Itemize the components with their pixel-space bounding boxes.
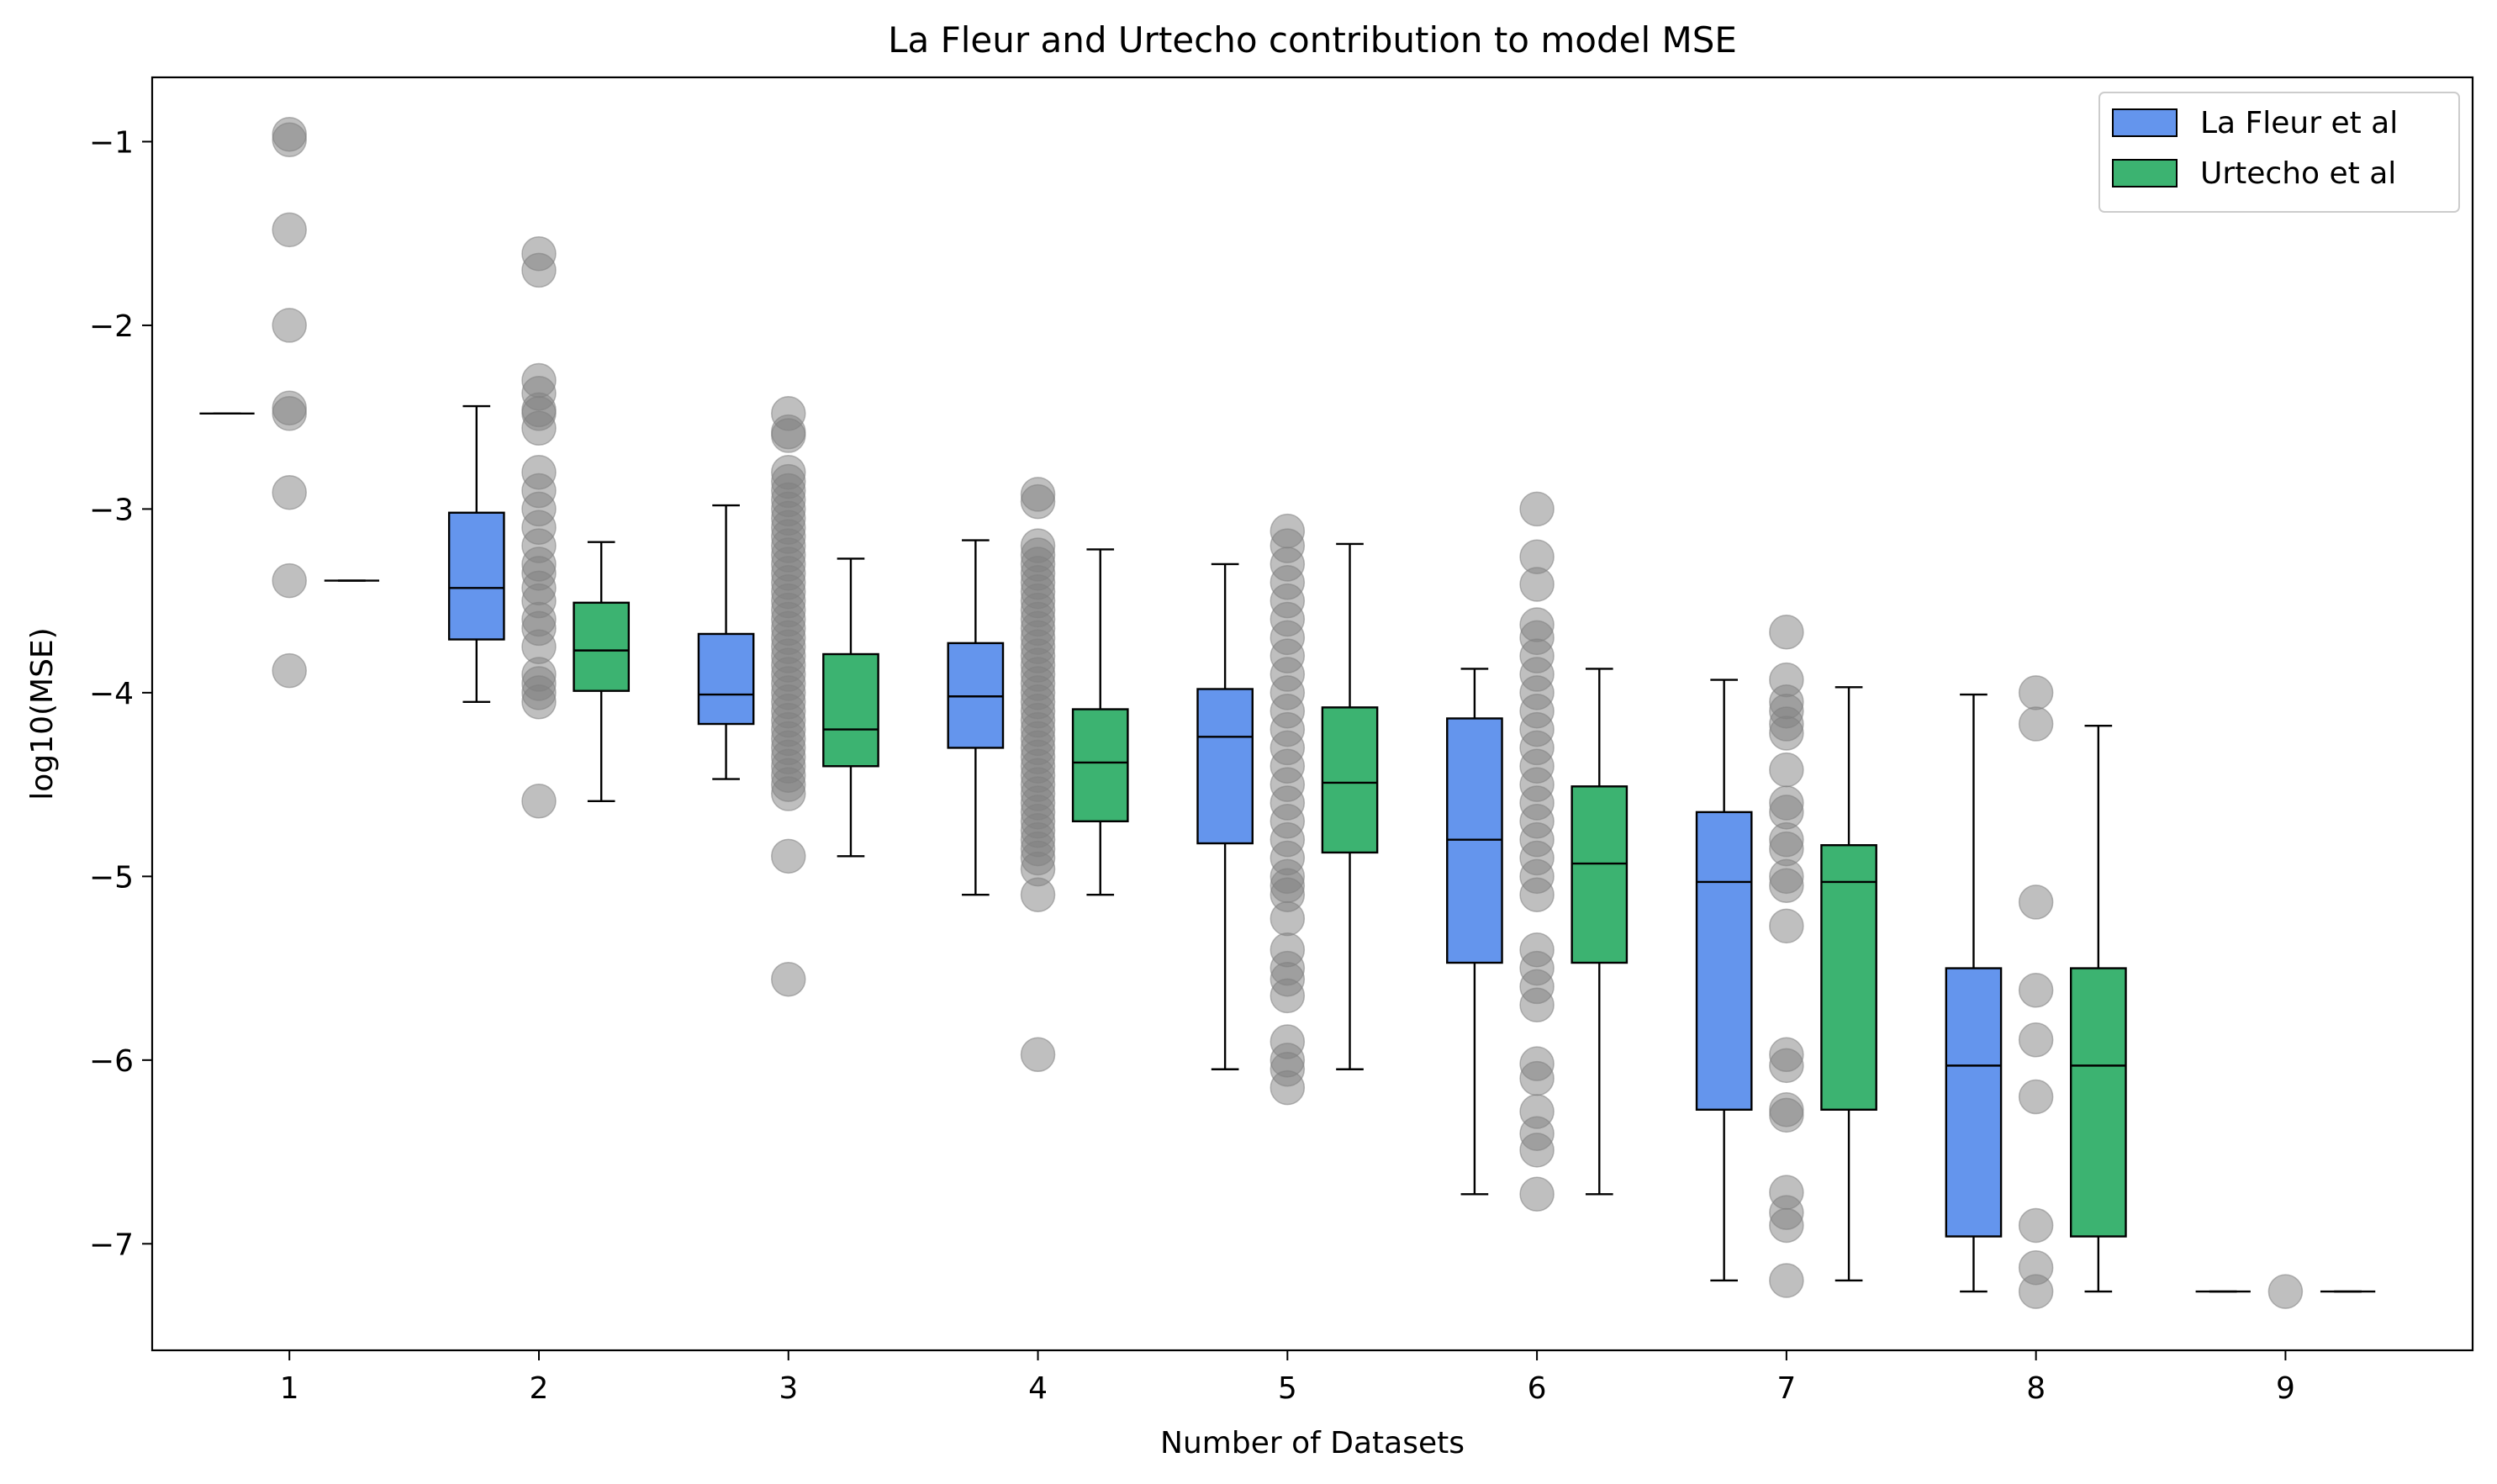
y-tick-label: −5 bbox=[89, 860, 134, 895]
series-la-fleur bbox=[199, 404, 2251, 1293]
data-point bbox=[521, 410, 557, 446]
chart-title: La Fleur and Urtecho contribution to mod… bbox=[888, 19, 1737, 61]
data-point bbox=[1769, 1097, 1804, 1133]
box bbox=[1071, 708, 1129, 823]
data-point bbox=[1769, 1207, 1804, 1244]
box bbox=[1695, 811, 1753, 1112]
data-point bbox=[771, 838, 806, 874]
data-point bbox=[1519, 1060, 1555, 1096]
data-point bbox=[1769, 752, 1804, 788]
data-point bbox=[1769, 615, 1804, 650]
box bbox=[573, 601, 631, 692]
x-tick-label: 7 bbox=[1776, 1371, 1796, 1406]
data-point bbox=[2018, 675, 2054, 710]
y-tick-label: −1 bbox=[89, 125, 134, 160]
y-tick-label: −6 bbox=[89, 1044, 134, 1079]
x-tick-label: 4 bbox=[1028, 1371, 1048, 1406]
data-point bbox=[1769, 716, 1804, 751]
data-point bbox=[1270, 978, 1306, 1014]
data-point bbox=[1519, 567, 1555, 602]
data-point bbox=[2018, 973, 2054, 1008]
box bbox=[822, 652, 879, 768]
data-point bbox=[1769, 1263, 1804, 1298]
data-point bbox=[1519, 1133, 1555, 1168]
data-point bbox=[2018, 885, 2054, 920]
data-point bbox=[1769, 1048, 1804, 1084]
legend-box bbox=[2098, 92, 2460, 213]
data-point bbox=[1020, 1037, 1056, 1073]
data-point bbox=[272, 562, 307, 599]
box bbox=[447, 511, 505, 641]
data-point bbox=[1270, 900, 1306, 937]
y-tick-label: −3 bbox=[89, 493, 134, 527]
data-point bbox=[2018, 1207, 2054, 1244]
box bbox=[697, 632, 755, 726]
legend-label: Urtecho et al bbox=[2200, 156, 2396, 191]
data-point bbox=[771, 776, 806, 811]
x-tick-label: 2 bbox=[530, 1371, 549, 1406]
box bbox=[1321, 706, 1379, 854]
data-point bbox=[771, 418, 806, 453]
axes: 1 2 3 4 5 6 7 8 9 −7 −6 −5 −4 −3 −2 −1 bbox=[89, 125, 2295, 1406]
plot-frame bbox=[150, 76, 2474, 1352]
box bbox=[2069, 967, 2127, 1238]
data-point bbox=[771, 961, 806, 997]
plot-area bbox=[199, 116, 2376, 1309]
data-point bbox=[521, 684, 557, 720]
data-point bbox=[1519, 987, 1555, 1023]
data-point bbox=[272, 122, 307, 158]
legend: La Fleur et al Urtecho et al bbox=[2098, 92, 2460, 213]
y-tick-label: −7 bbox=[89, 1228, 134, 1262]
x-axis-label: Number of Datasets bbox=[1160, 1426, 1465, 1460]
data-point bbox=[2018, 1022, 2054, 1058]
data-point bbox=[2267, 1274, 2304, 1309]
x-tick-label: 6 bbox=[1528, 1371, 1547, 1406]
data-point bbox=[272, 308, 307, 343]
data-point bbox=[1519, 1176, 1555, 1212]
data-point bbox=[1519, 877, 1555, 912]
legend-swatch bbox=[2112, 159, 2178, 187]
data-point bbox=[1020, 483, 1056, 520]
data-point bbox=[1270, 1069, 1306, 1106]
legend-swatch bbox=[2112, 108, 2178, 137]
x-tick-label: 8 bbox=[2026, 1371, 2046, 1406]
data-point bbox=[521, 784, 557, 819]
data-point bbox=[272, 474, 307, 510]
y-axis-label: log10(MSE) bbox=[25, 627, 60, 800]
data-point bbox=[1769, 868, 1804, 904]
data-point bbox=[2018, 1079, 2054, 1115]
data-point bbox=[272, 212, 307, 248]
data-point bbox=[1769, 908, 1804, 944]
data-point bbox=[272, 652, 307, 689]
y-tick-label: −2 bbox=[89, 309, 134, 344]
data-point bbox=[272, 396, 307, 431]
y-tick-label: −4 bbox=[89, 677, 134, 711]
data-point bbox=[521, 252, 557, 288]
data-point bbox=[1020, 877, 1056, 912]
x-tick-label: 9 bbox=[2276, 1371, 2295, 1406]
x-tick-label: 3 bbox=[779, 1371, 798, 1406]
box bbox=[1945, 967, 2003, 1238]
data-point bbox=[2018, 1274, 2054, 1309]
legend-label: La Fleur et al bbox=[2200, 106, 2398, 140]
data-point bbox=[1519, 491, 1555, 527]
data-point bbox=[2018, 706, 2054, 742]
x-tick-label: 5 bbox=[1278, 1371, 1297, 1406]
x-tick-label: 1 bbox=[280, 1371, 299, 1406]
series-urtecho bbox=[324, 541, 2376, 1293]
box bbox=[1196, 688, 1254, 845]
box bbox=[1820, 844, 1877, 1112]
box bbox=[1571, 785, 1629, 964]
scatter-points bbox=[272, 116, 2304, 1309]
